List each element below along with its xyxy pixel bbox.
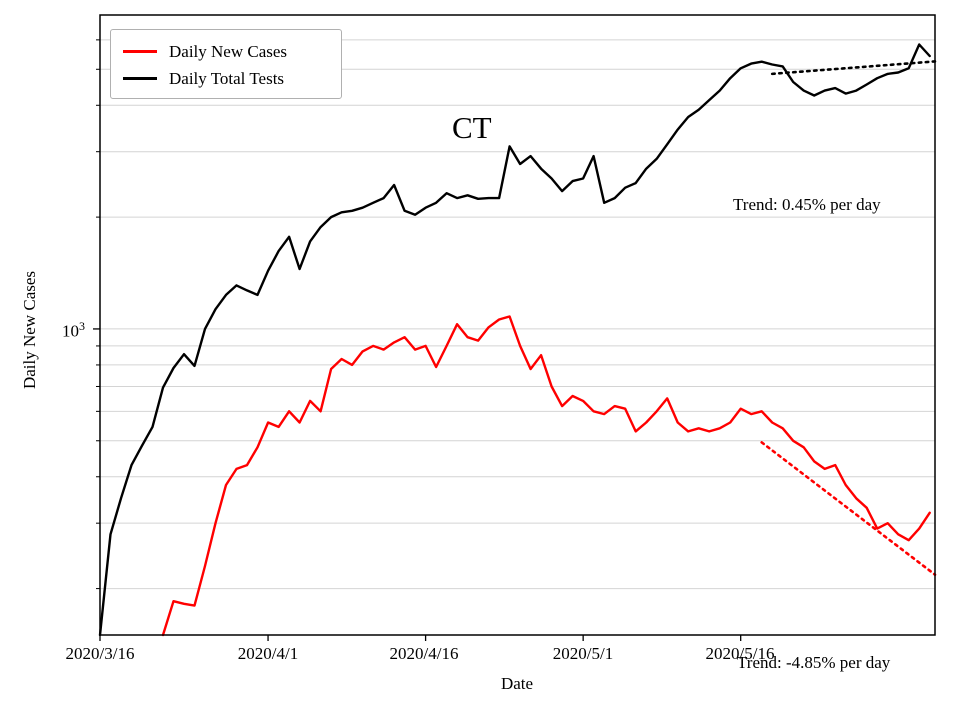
y-axis-label: Daily New Cases <box>20 270 39 390</box>
cases-trend-annotation: Trend: -4.85% per day <box>737 653 891 672</box>
x-tick-label-1: 2020/4/1 <box>237 644 299 663</box>
y-tick-base: 10 <box>62 321 79 341</box>
red-line-swatch <box>123 50 157 53</box>
x-tick-label-3: 2020/5/1 <box>552 644 614 663</box>
y-tick-label: 103 <box>62 319 85 342</box>
tests-trend-annotation: Trend: 0.45% per day <box>733 195 881 214</box>
state-label-annotation: CT <box>452 110 492 145</box>
x-tick-label-0: 2020/3/16 <box>65 644 135 663</box>
legend-label: Daily Total Tests <box>169 68 285 88</box>
legend-entry-daily-new-cases: Daily New Cases <box>123 38 329 65</box>
black-line-swatch <box>123 77 157 80</box>
legend: Daily New Cases Daily Total Tests <box>110 29 342 99</box>
x-tick-label-4: 2020/5/16 <box>705 644 775 663</box>
legend-label: Daily New Cases <box>169 41 288 61</box>
x-tick-label-2: 2020/4/16 <box>389 644 459 663</box>
legend-entry-daily-total-tests: Daily Total Tests <box>123 65 329 92</box>
y-tick-exponent: 3 <box>79 319 85 333</box>
x-axis-label: Date <box>500 674 534 693</box>
